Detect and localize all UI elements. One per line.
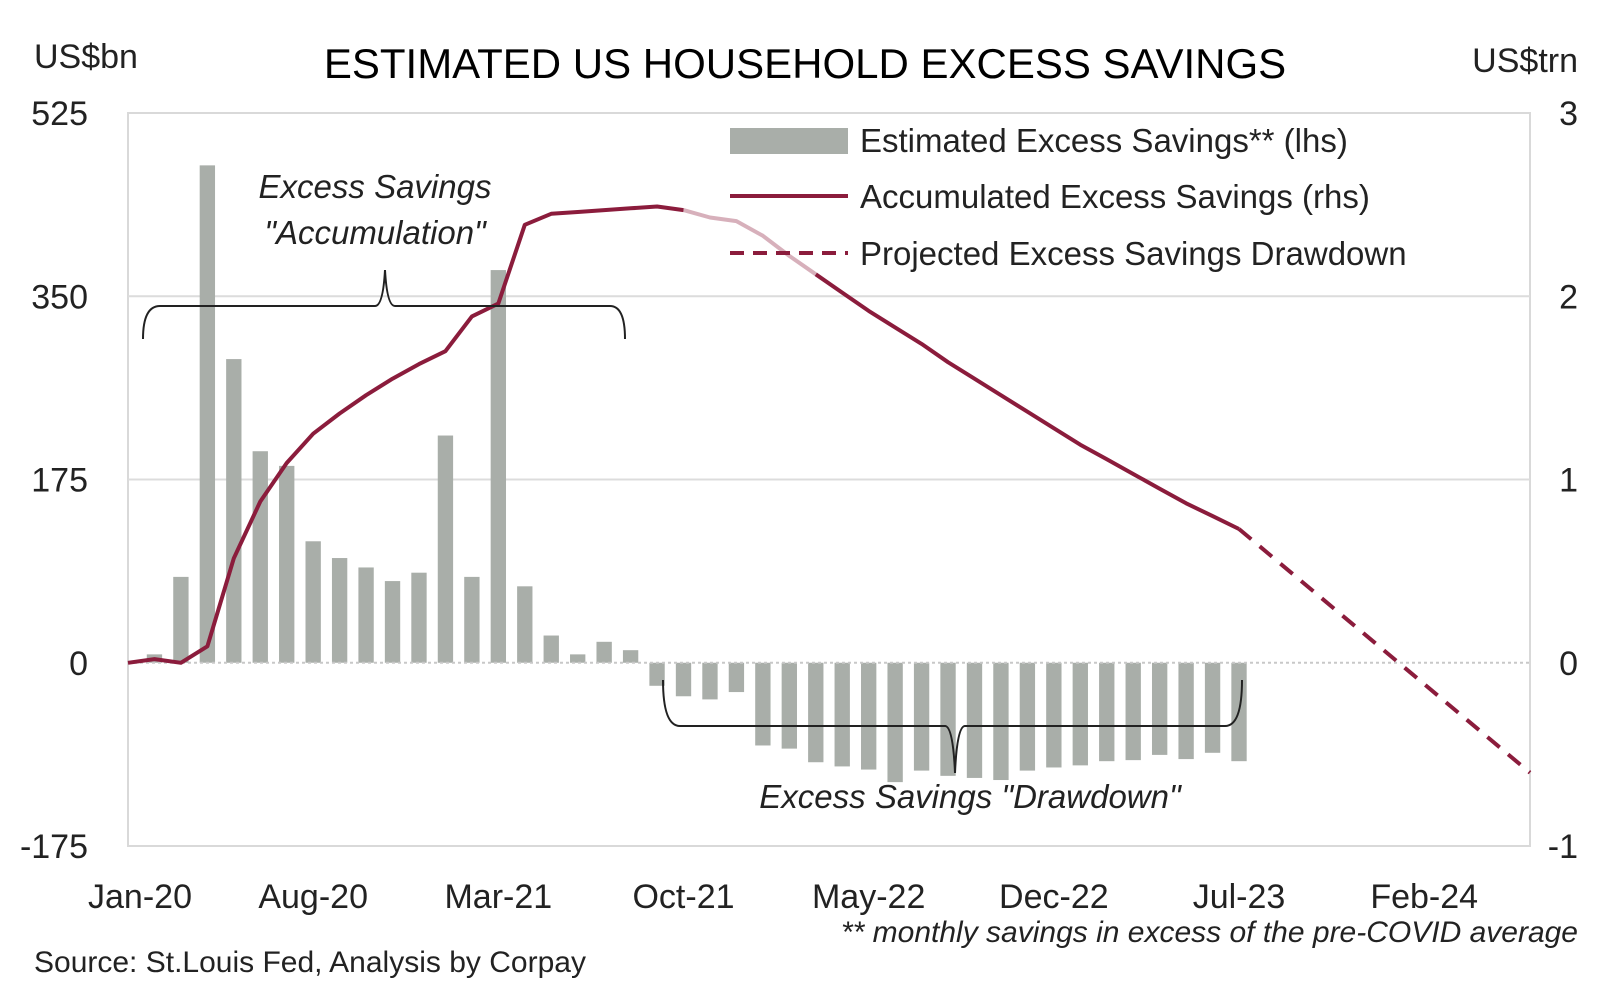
excess-savings-bar (570, 654, 586, 663)
excess-savings-bar (279, 465, 295, 663)
accumulated-savings-line-tail (814, 272, 1240, 531)
gridlines (128, 295, 1530, 481)
excess-savings-bar (1204, 662, 1221, 753)
excess-savings-bar (437, 435, 454, 663)
excess-savings-bar (464, 576, 480, 663)
excess-savings-bar (702, 662, 718, 700)
excess-savings-bar (808, 662, 824, 763)
excess-savings-bar (834, 662, 850, 767)
x-tick-label: Aug-20 (258, 878, 368, 916)
x-tick-label: Dec-22 (999, 878, 1109, 916)
excess-savings-bar (384, 581, 401, 663)
drawdown-brace (662, 679, 1243, 774)
right-tick-label: 3 (1559, 95, 1578, 133)
excess-savings-bar (358, 567, 374, 663)
excess-savings-bar (1125, 662, 1141, 761)
left-tick-label: 0 (69, 645, 88, 683)
right-tick-label: -1 (1548, 828, 1578, 866)
x-tick-label: Jul-23 (1193, 878, 1286, 916)
x-tick-label: Feb-24 (1370, 878, 1478, 916)
excess-savings-bar (226, 359, 242, 663)
x-axis-ticks: Jan-20 Aug-20 Mar-21 Oct-21 May-22 Dec-22 Jul-… (88, 878, 1478, 916)
legend-line-label: Accumulated Excess Savings (rhs) (860, 178, 1370, 215)
excess-savings-bar (1046, 662, 1062, 768)
excess-savings-bar (993, 662, 1009, 781)
excess-savings-bar (411, 572, 427, 663)
excess-savings-bar (940, 662, 956, 776)
accumulation-annotation-line1: Excess Savings (259, 168, 492, 205)
excess-savings-bar (543, 635, 559, 663)
accumulation-annotation-line2: "Accumulation" (264, 214, 487, 251)
excess-savings-bar (913, 662, 930, 771)
left-tick-label: 175 (31, 462, 88, 500)
accumulation-brace (142, 269, 626, 340)
excess-savings-bar (331, 558, 348, 663)
excess-savings-bar (1019, 662, 1036, 771)
legend-bar-swatch (730, 128, 848, 154)
x-tick-label: Oct-21 (632, 878, 734, 916)
excess-savings-bars (146, 165, 1247, 783)
right-tick-label: 2 (1559, 278, 1578, 316)
excess-savings-bar (305, 541, 321, 663)
accumulated-savings-lines (127, 204, 1532, 775)
footnote: ** monthly savings in excess of the pre-… (841, 916, 1578, 949)
excess-savings-bar (199, 165, 216, 663)
excess-savings-bar (622, 650, 639, 663)
left-tick-label: -175 (20, 828, 88, 866)
legend: Estimated Excess Savings** (lhs) Accumul… (730, 122, 1407, 272)
excess-savings-bar (675, 662, 692, 697)
left-axis-ticks: 525 350 175 0 -175 (20, 95, 88, 866)
right-axis-unit: US$trn (1472, 42, 1578, 80)
excess-savings-bar (596, 641, 612, 663)
left-axis-unit: US$bn (34, 38, 138, 76)
excess-savings-bar (728, 662, 745, 693)
chart-title: ESTIMATED US HOUSEHOLD EXCESS SAVINGS (324, 40, 1286, 87)
excess-savings-bar (861, 662, 877, 770)
left-tick-label: 350 (31, 278, 88, 316)
excess-savings-bar (649, 662, 665, 686)
x-tick-label: Jan-20 (88, 878, 192, 916)
legend-bar-label: Estimated Excess Savings** (lhs) (860, 122, 1348, 159)
excess-savings-bar (781, 662, 797, 749)
projected-drawdown-line (1237, 527, 1532, 775)
x-tick-label: May-22 (812, 878, 925, 916)
excess-savings-bar (966, 662, 983, 778)
right-axis-ticks: 3 2 1 0 -1 (1548, 95, 1578, 866)
excess-savings-bar (1072, 662, 1088, 766)
excess-savings-bar (1178, 662, 1194, 760)
source-note: Source: St.Louis Fed, Analysis by Corpay (34, 946, 586, 979)
right-tick-label: 0 (1559, 645, 1578, 683)
excess-savings-bar (252, 451, 268, 663)
left-tick-label: 525 (31, 95, 88, 133)
excess-savings-bar (1151, 662, 1168, 755)
excess-savings-bar (755, 662, 771, 746)
x-tick-label: Mar-21 (444, 878, 552, 916)
excess-savings-bar (490, 270, 507, 663)
legend-dashed-label: Projected Excess Savings Drawdown (860, 235, 1407, 272)
excess-savings-bar (173, 576, 189, 663)
excess-savings-bar (517, 586, 533, 663)
drawdown-annotation: Excess Savings "Drawdown" (759, 778, 1182, 815)
excess-savings-bar (887, 662, 903, 783)
right-tick-label: 1 (1559, 462, 1578, 500)
excess-savings-bar (1099, 662, 1115, 762)
accumulated-savings-line-faded (682, 208, 817, 276)
accumulated-savings-line (127, 204, 684, 665)
